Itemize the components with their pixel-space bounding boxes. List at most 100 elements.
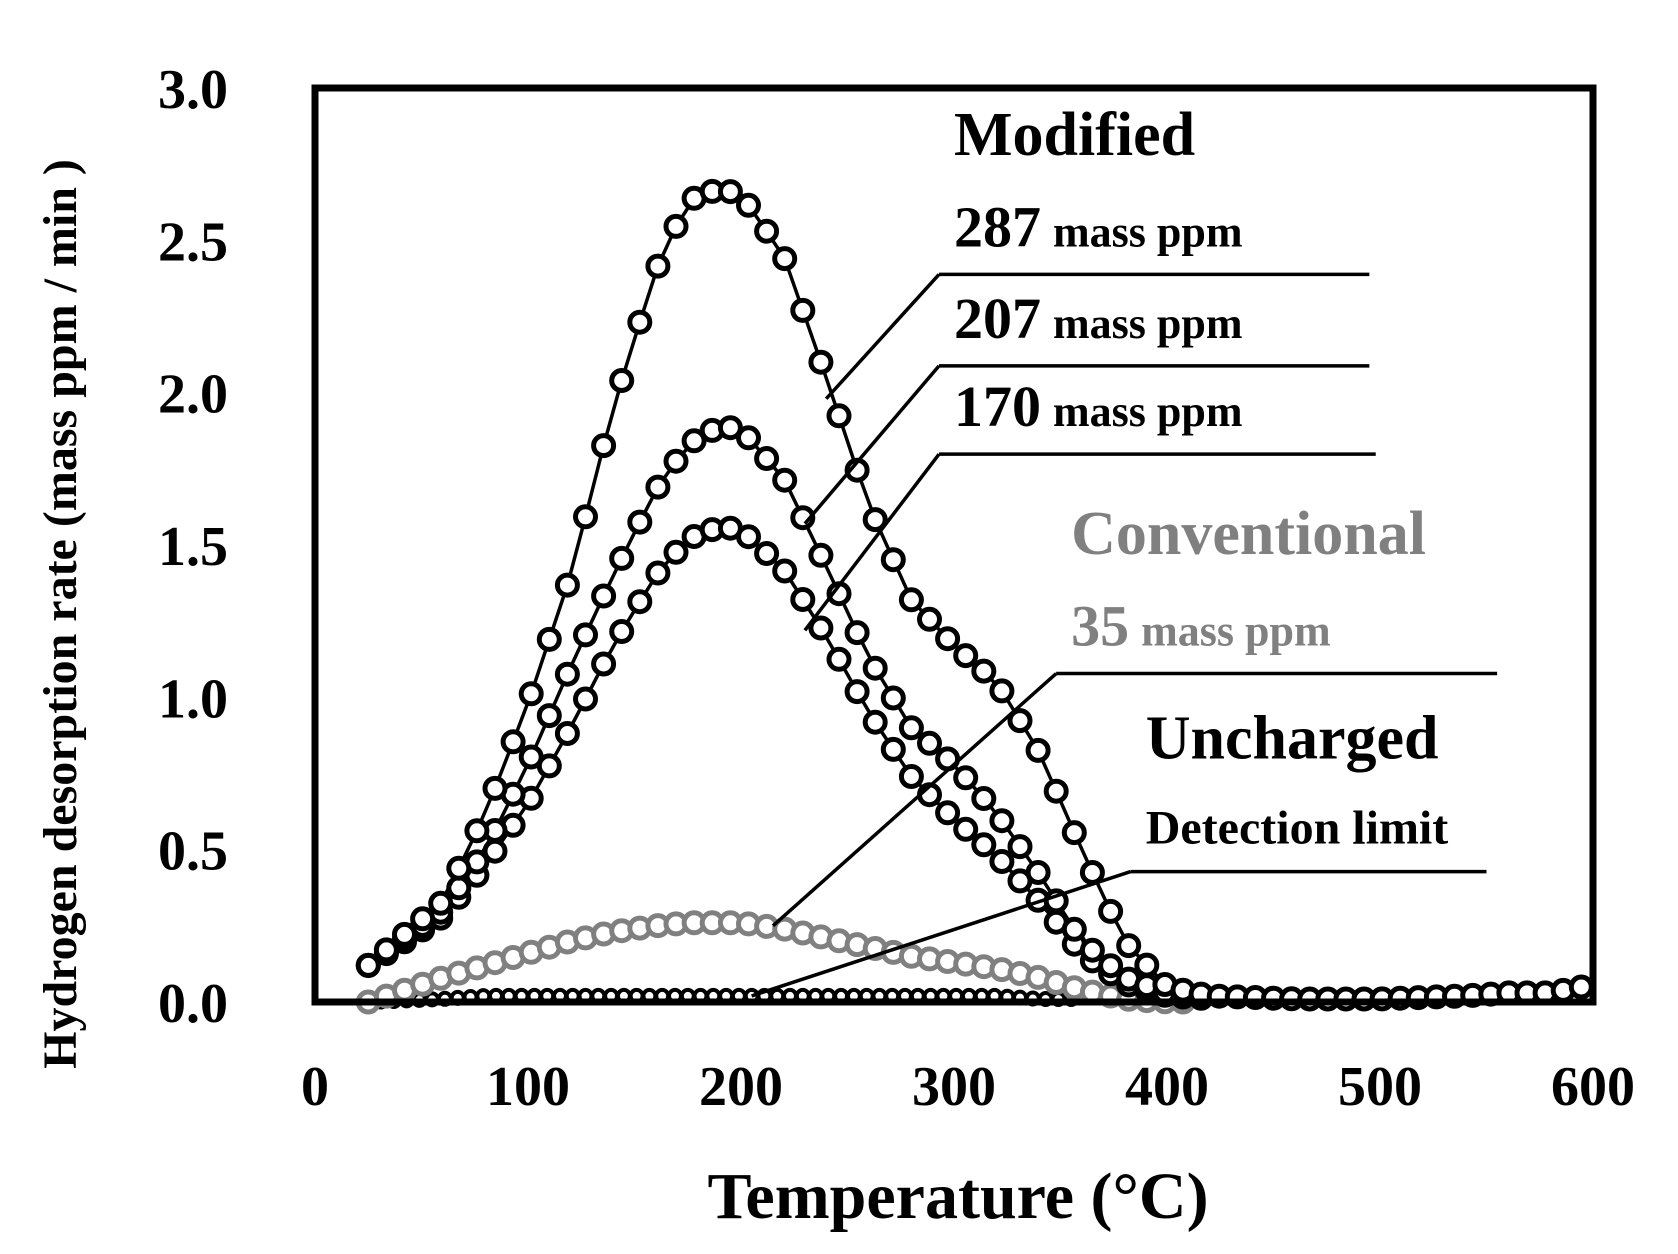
x-tick-label-200: 200 [699,1056,783,1118]
annotation-label_35: 35 mass ppm [771,594,1498,928]
annotation-text-label_287: 287 mass ppm [954,194,1243,259]
annotation-text-label_35: 35 mass ppm [1071,594,1331,659]
data-point-mod287-6 [464,818,490,844]
data-point-mod287-17 [663,213,689,239]
data-point-mod287-5 [446,855,472,881]
data-point-mod287-42 [1116,933,1142,959]
data-point-mod287-26 [826,403,852,429]
y-tick-label-2.0: 2.0 [158,364,228,426]
x-tick-label-100: 100 [486,1056,570,1118]
data-point-mod170-26 [826,646,852,672]
annotation-label_207: 207 mass ppm [803,286,1370,525]
data-point-mod207-21 [736,425,761,451]
data-point-mod287-9 [518,681,544,707]
data-point-mod207-33 [953,765,979,791]
annotation-leader-label_170 [803,453,941,632]
y-tick-label-0.5: 0.5 [158,821,228,883]
data-point-mod170-24 [790,587,816,612]
data-point-mod287-25 [808,349,834,375]
data-point-mod287-10 [536,626,562,652]
y-tick-label-3.0: 3.0 [158,59,228,121]
x-tick-label-500: 500 [1338,1056,1422,1118]
series-mod287 [355,178,1594,1012]
data-point-mod287-1 [373,937,399,963]
data-point-mod170-25 [808,615,834,641]
data-point-mod207-18 [681,428,707,454]
data-point-mod207-13 [591,583,617,609]
data-point-mod207-40 [1079,937,1105,963]
data-point-mod170-22 [754,541,780,566]
x-tick-label-600: 600 [1551,1056,1635,1118]
data-point-mod287-36 [1007,708,1033,734]
data-point-mod287-13 [591,433,617,459]
annotation-leader-label_207 [803,364,941,525]
data-point-mod287-33 [953,643,979,669]
annotation-text-group_conventional: Conventional [1071,500,1426,568]
y-tick-label-1.0: 1.0 [158,668,228,730]
annotation-text-group_uncharged: Uncharged [1146,704,1439,772]
data-point-mod170-27 [844,679,870,705]
annotation-value-label_207: 207 [954,286,1041,351]
data-point-mod287-32 [935,626,961,652]
data-point-mod207-9 [518,744,544,770]
y-tick-label-0.0: 0.0 [158,973,228,1035]
data-point-mod287-20 [717,179,743,205]
data-point-mod170-11 [554,721,580,746]
data-point-mod287-67 [1568,974,1594,1000]
data-point-mod287-16 [645,253,671,279]
data-point-mod287-14 [609,368,635,393]
y-tick-label-2.5: 2.5 [158,211,228,273]
data-point-mod170-28 [862,709,888,735]
annotation-label_170: 170 mass ppm [803,374,1376,632]
data-point-mod207-17 [663,448,689,474]
data-point-mod287-29 [880,547,906,573]
annotation-leader-label_287 [824,273,941,400]
data-point-mod287-23 [772,246,798,272]
annotation-value-label_35: 35 [1071,594,1129,659]
annotation-unit-label_35: mass ppm [1141,607,1331,656]
series-conv35 [355,910,1196,1015]
data-point-mod170-23 [772,558,798,584]
data-point-mod207-15 [627,509,653,535]
data-point-mod207-14 [609,545,635,571]
x-tick-label-300: 300 [912,1056,996,1118]
annotation-unit-label_207: mass ppm [1053,299,1243,348]
x-tick-label-400: 400 [1125,1056,1209,1118]
annotation-leader-label_detection [751,869,1132,998]
annotation-group_conventional: Conventional [1071,500,1426,568]
data-point-mod287-28 [862,507,888,533]
data-point-mod287-41 [1098,898,1124,924]
y-axis-title: Hydrogen desorption rate (mass ppm / min… [34,159,87,1069]
data-point-mod287-40 [1079,860,1105,885]
data-point-mod170-34 [971,832,997,858]
annotation-text-group_modified: Modified [954,101,1195,169]
data-point-mod287-11 [554,572,580,598]
data-point-mod207-30 [898,715,924,741]
annotation-value-label_287: 287 [954,194,1041,259]
data-point-mod170-13 [591,651,617,677]
data-point-mod207-20 [717,415,743,441]
data-point-mod287-21 [736,192,761,218]
annotation-value-label_170: 170 [954,374,1041,439]
data-point-mod170-32 [935,800,961,826]
data-point-mod170-35 [989,849,1015,874]
annotation-label_detection: Detection limit [751,802,1487,998]
data-point-mod170-16 [645,560,671,586]
annotation-leader-label_35 [771,672,1058,928]
data-point-mod207-31 [917,730,942,756]
data-point-mod287-38 [1043,778,1069,804]
annotation-group_modified: Modified [954,101,1195,169]
y-tick-label-1.5: 1.5 [158,516,228,578]
data-point-mod170-14 [609,619,635,644]
annotation-unit-label_170: mass ppm [1053,387,1243,436]
data-point-mod170-33 [953,816,979,842]
data-point-mod207-35 [989,808,1015,834]
data-point-mod287-7 [482,775,508,801]
data-point-mod287-39 [1061,820,1087,846]
annotation-group_uncharged: Uncharged [1146,704,1439,772]
data-point-mod287-15 [627,309,653,335]
x-axis-title: Temperature (°C) [707,1160,1208,1233]
data-point-mod207-37 [1025,860,1051,885]
data-point-mod207-23 [772,467,798,493]
